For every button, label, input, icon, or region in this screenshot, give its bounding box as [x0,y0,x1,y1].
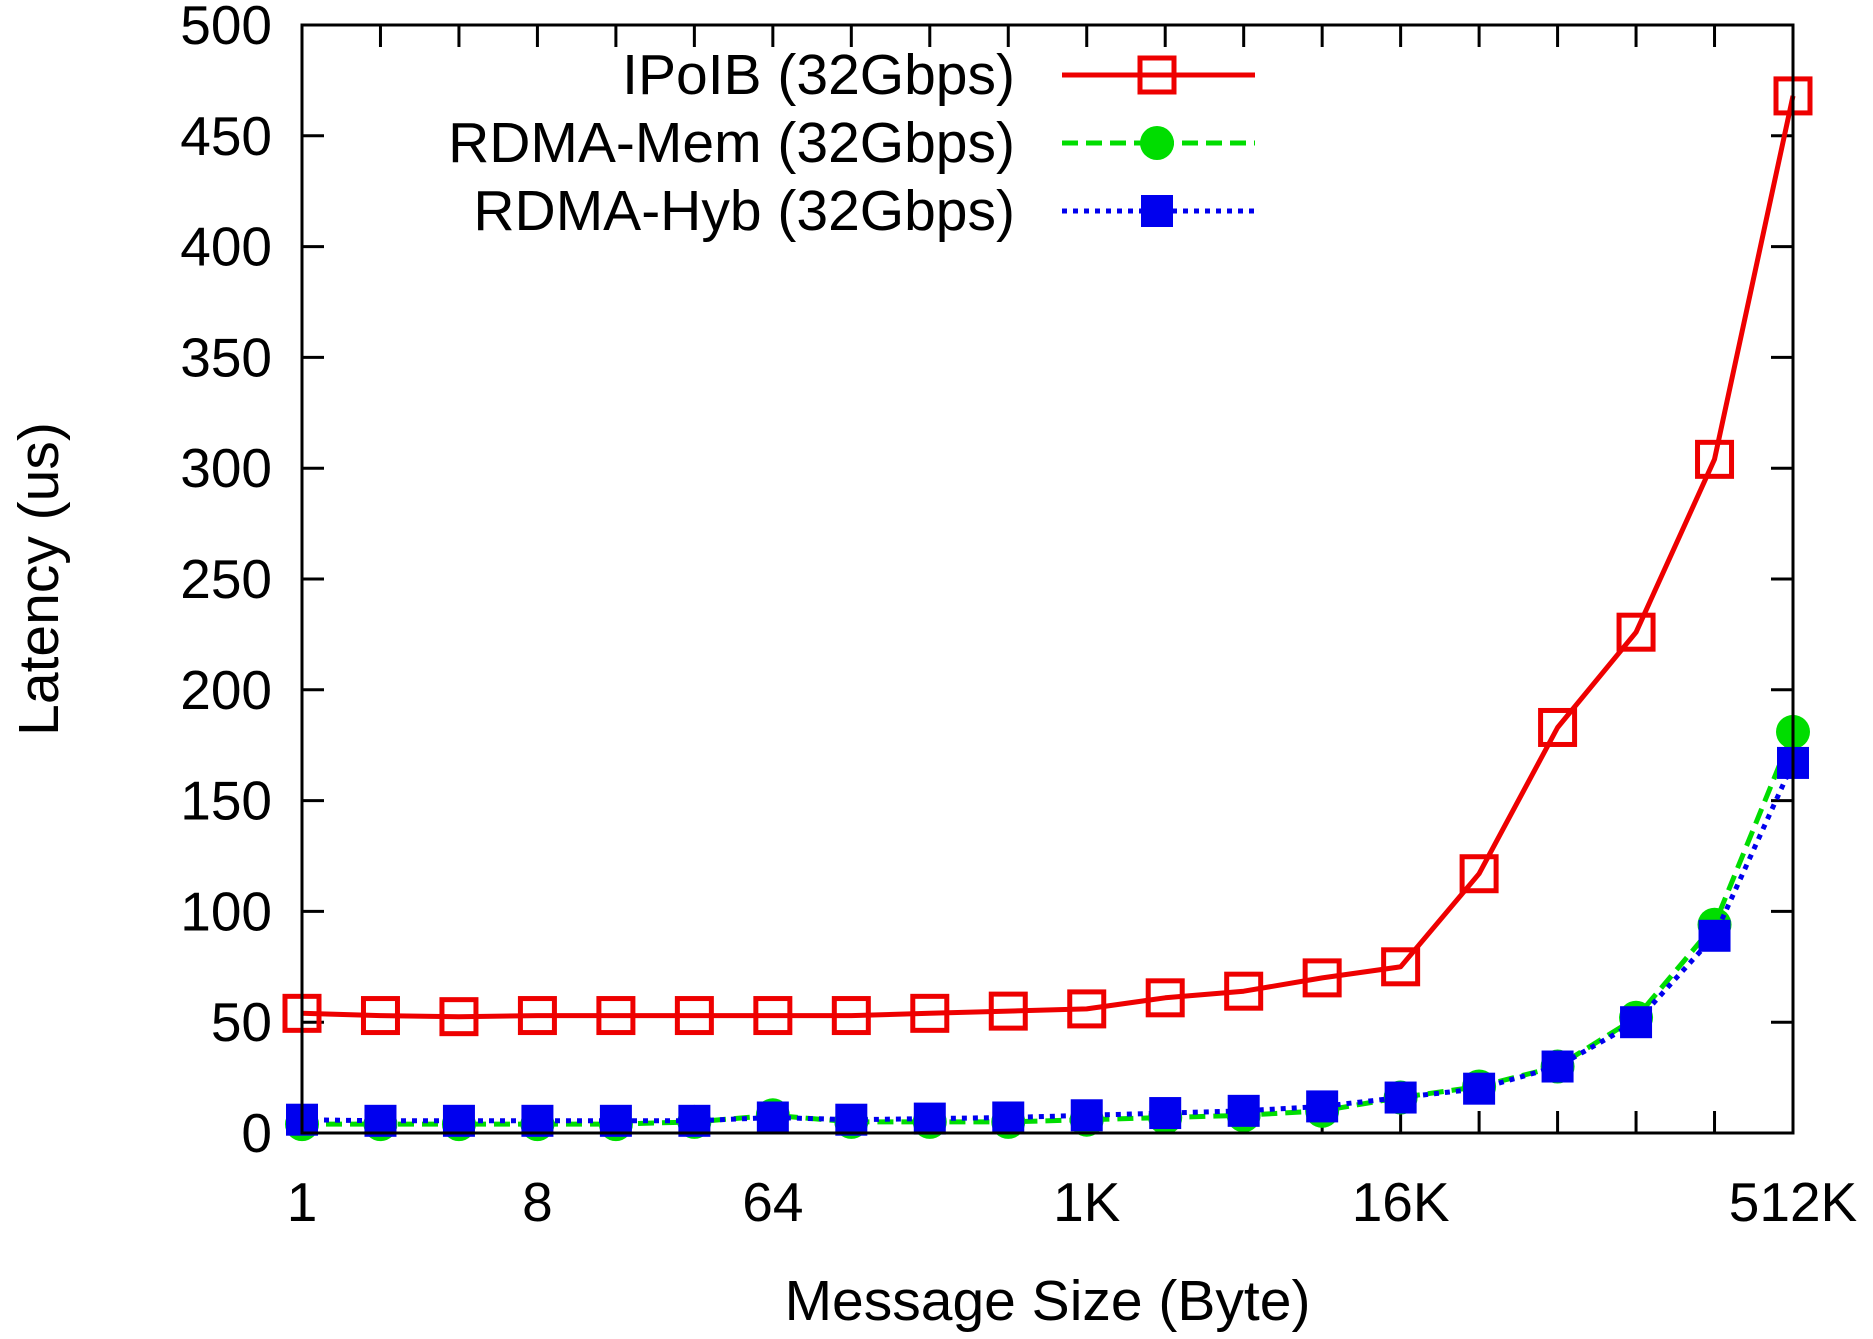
data-point [599,1104,632,1137]
x-tick-label: 1K [1053,1171,1121,1233]
y-tick-label: 250 [180,548,272,610]
x-axis-title: Message Size (Byte) [785,1269,1311,1333]
x-tick-label: 512K [1729,1171,1858,1233]
data-point [831,996,871,1036]
legend: IPoIB (32Gbps)RDMA-Mem (32Gbps)RDMA-Hyb … [448,43,1255,243]
y-tick-label: 300 [180,437,272,499]
y-tick-labels: 0 50 100 150 200 250 300 350 400 450 500 [180,0,272,1164]
data-point [521,1104,554,1137]
y-tick-label: 350 [180,326,272,388]
legend-label: IPoIB (32Gbps) [622,43,1015,107]
series-0 [282,76,1813,1037]
data-point [517,996,557,1036]
series-2 [286,746,1809,1137]
y-tick-label: 450 [180,105,272,167]
y-tick-label: 400 [180,216,272,278]
y-tick-label: 100 [180,880,272,942]
x-tick-label: 16K [1352,1171,1450,1233]
data-point [1381,947,1421,987]
data-point [1459,854,1499,894]
data-point [1149,1097,1182,1130]
series-1 [285,714,1810,1142]
data-point [1541,1050,1574,1083]
x-tick-label: 1 [287,1171,318,1233]
data-point [439,997,479,1037]
legend-entry: RDMA-Hyb (32Gbps) [473,179,1255,243]
legend-label: RDMA-Hyb (32Gbps) [473,179,1015,243]
data-point [992,1101,1025,1134]
y-tick-label: 150 [180,770,272,832]
data-point [756,1101,789,1134]
data-point [1140,126,1174,160]
data-point [1698,919,1731,952]
data-point [1141,195,1173,227]
data-point [1620,1006,1653,1039]
x-tick-labels: 1 8 64 1K 16K 512K [287,1171,1858,1233]
series-line [301,95,1796,1020]
series-layer [282,76,1813,1142]
data-point [1145,978,1185,1018]
data-point [442,1104,475,1137]
data-point [988,991,1028,1031]
y-tick-label: 500 [180,0,272,56]
data-point [753,996,793,1036]
data-point [1070,1099,1103,1132]
x-tick-label: 64 [742,1171,803,1233]
plot-frame [300,23,1795,1135]
data-point [910,993,950,1033]
y-tick-label: 50 [211,991,272,1053]
y-tick-label: 0 [241,1102,272,1164]
data-point [360,996,400,1036]
legend-entry: RDMA-Mem (32Gbps) [448,111,1255,175]
x-tick-label: 8 [522,1171,553,1233]
data-point [1137,55,1177,95]
data-point [678,1104,711,1137]
data-point [364,1104,397,1137]
data-point [1538,707,1578,747]
data-point [1224,971,1264,1011]
legend-entry: IPoIB (32Gbps) [622,43,1255,107]
y-axis-title: Latency (us) [7,422,71,736]
data-point [1384,1081,1417,1114]
data-point [1616,612,1656,652]
data-point [913,1102,946,1135]
data-point [1302,958,1342,998]
data-point [1695,439,1735,479]
data-point [1463,1072,1496,1105]
data-point [1306,1090,1339,1123]
data-point [674,996,714,1036]
y-tick-label: 200 [180,659,272,721]
legend-label: RDMA-Mem (32Gbps) [448,111,1015,175]
data-point [1227,1094,1260,1127]
data-point [1067,989,1107,1029]
data-point [596,996,636,1036]
data-point [835,1103,868,1136]
